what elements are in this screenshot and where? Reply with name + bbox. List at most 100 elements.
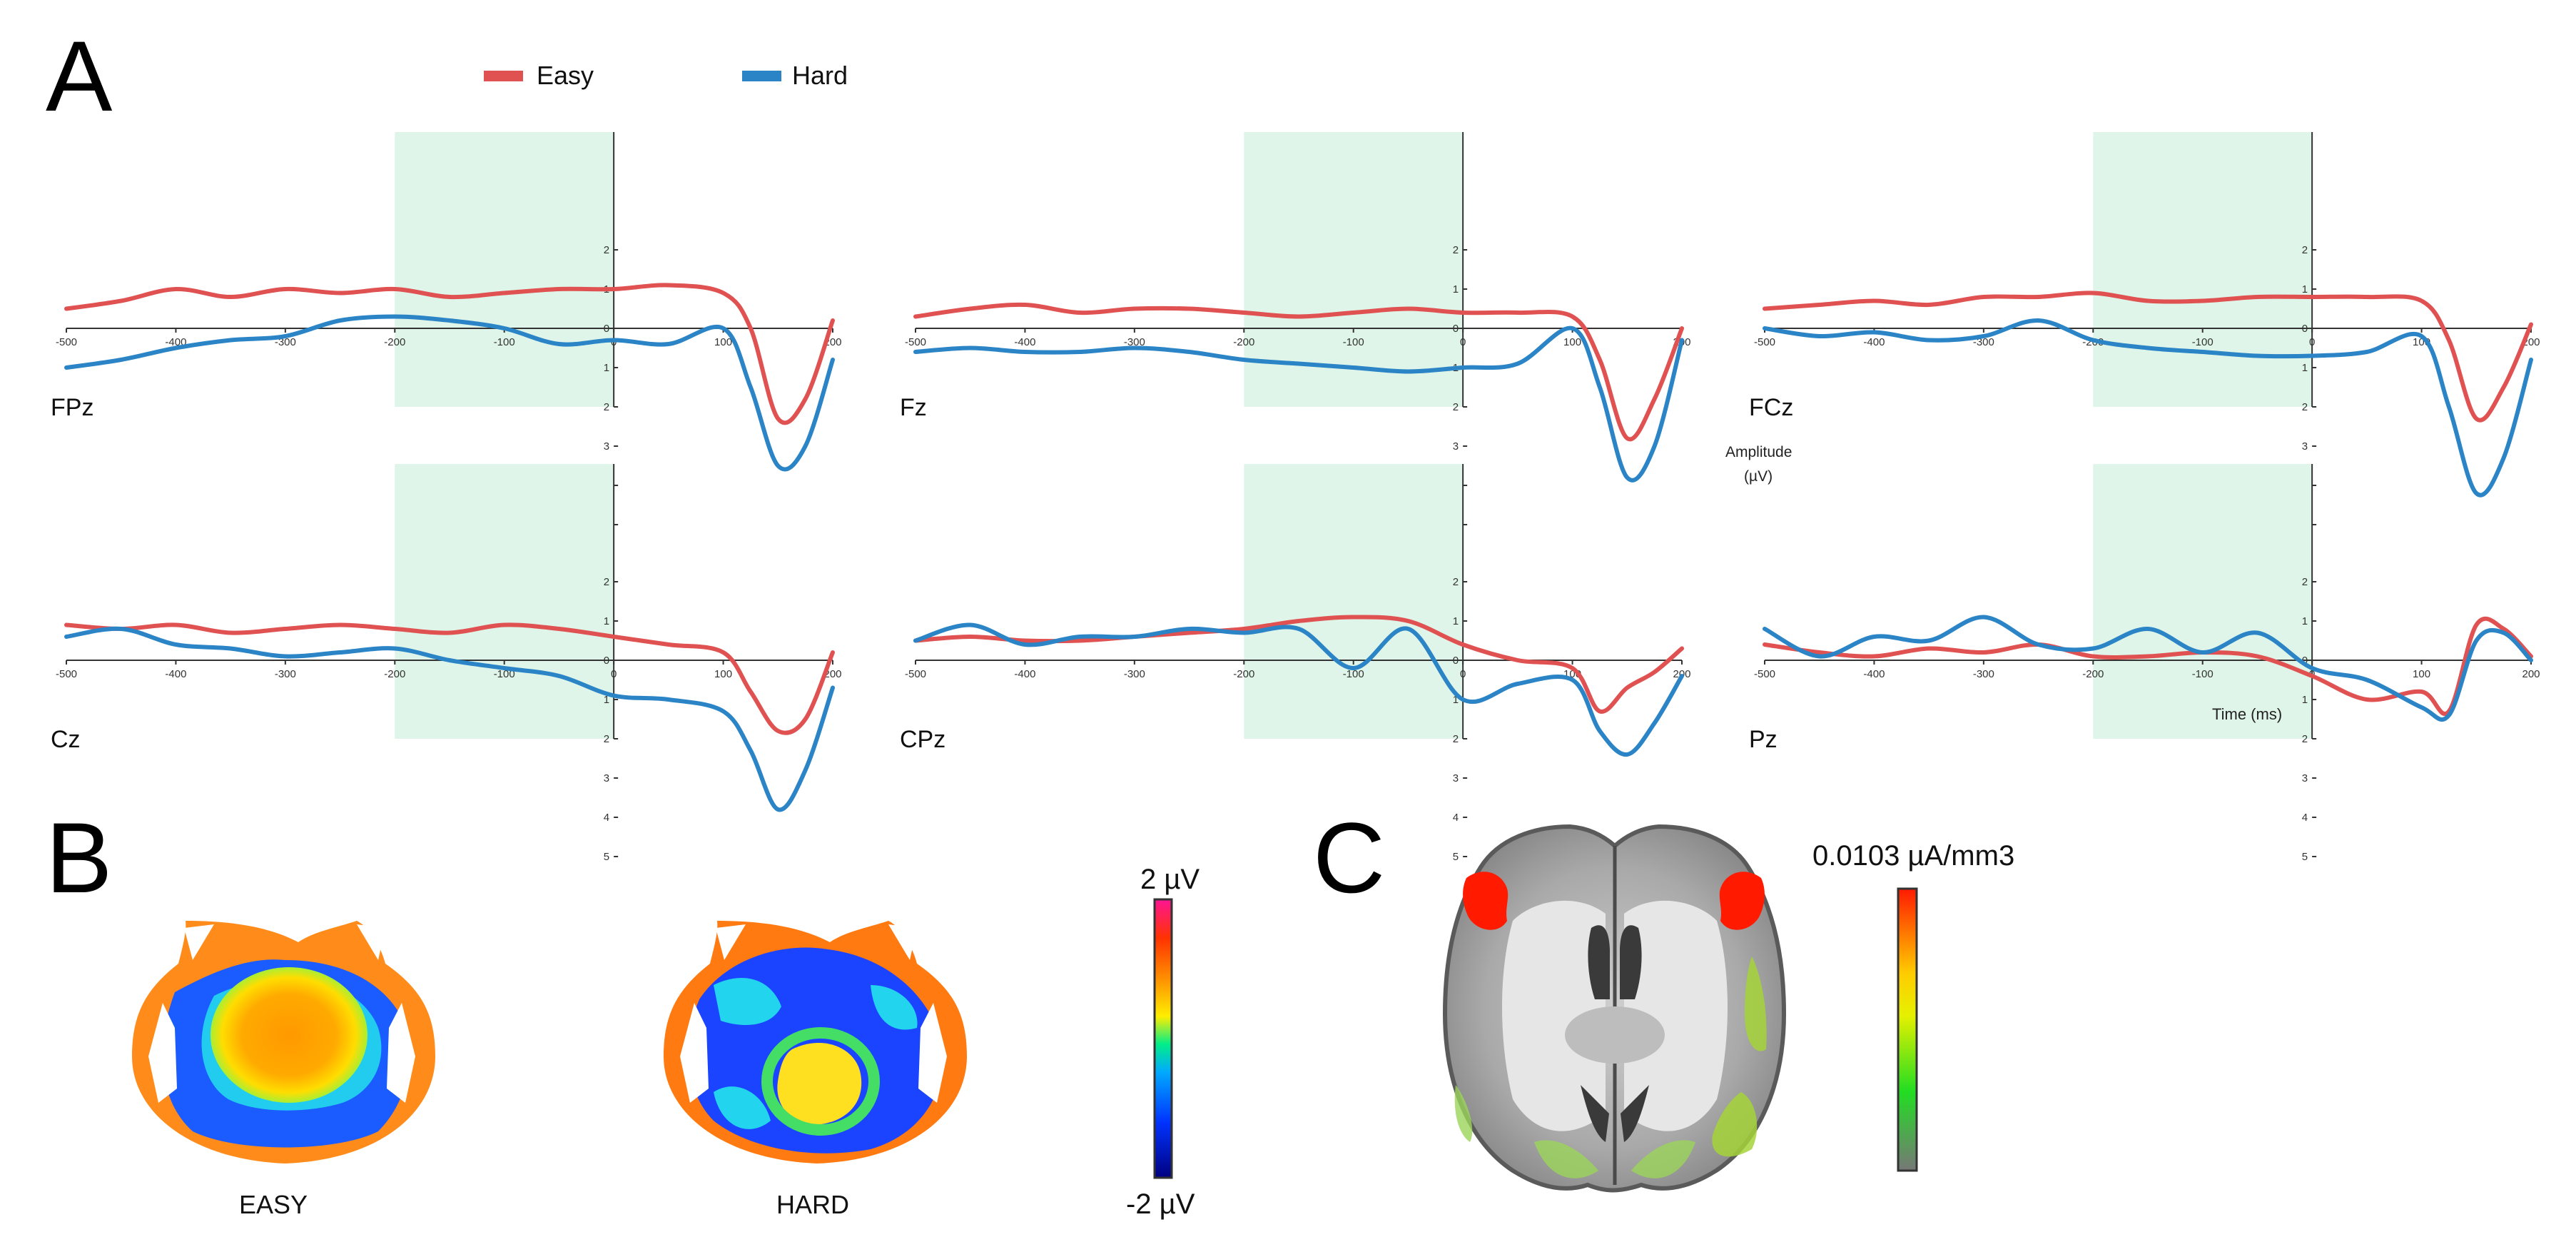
x-tick-label: -500 <box>1754 336 1775 348</box>
y-tick-label: 3 <box>604 440 609 453</box>
x-tick-label: -300 <box>1124 336 1145 348</box>
legend-swatch-easy <box>484 71 523 81</box>
channel-label-pz: Pz <box>1749 726 1778 753</box>
source-brain-map <box>1442 824 1787 1193</box>
x-tick-label: -200 <box>384 336 405 348</box>
y-tick-label: 0 <box>1453 323 1459 335</box>
topomap-easy: EASY <box>132 921 435 1219</box>
brain-white-matter <box>1502 900 1728 1131</box>
x-tick-label: 0 <box>611 668 617 680</box>
y-tick-label: 2 <box>2302 733 2308 745</box>
y-tick-label: 1 <box>1453 283 1459 296</box>
y-tick-label: 0 <box>604 655 609 667</box>
amplitude-axis-title: Amplitude <box>1725 444 1792 460</box>
y-tick-label: 1 <box>2302 694 2308 706</box>
series-line-hard-pz <box>1763 615 2533 722</box>
source-colorbar-max: 0.0103 µA/mm3 <box>1812 840 2014 872</box>
x-tick-label: -300 <box>275 336 296 348</box>
erp-plot-fcz: -500-400-300-200-100010020021012345FCz <box>1749 132 2540 531</box>
channel-label-cpz: CPz <box>900 726 945 753</box>
topomap-easy-left-notch <box>148 1003 177 1103</box>
x-tick-label: 100 <box>1563 336 1581 348</box>
y-tick-label: 1 <box>2302 615 2308 627</box>
y-tick-label: 1 <box>1453 615 1459 627</box>
x-tick-label: -200 <box>1233 668 1254 680</box>
x-tick-label: -300 <box>275 668 296 680</box>
brain-posterior-ventricles <box>1581 1085 1649 1142</box>
topomap-hard-left-ear <box>716 924 746 960</box>
activation-right-temporal <box>1712 956 1767 1157</box>
y-tick-label: 5 <box>604 851 609 863</box>
topomap-hard-green-rim <box>761 1027 880 1136</box>
topomap-easy-label: EASY <box>239 1190 308 1219</box>
erp-plots: -500-400-300-200-100010020021012345FPz-5… <box>51 132 2540 863</box>
y-tick-label: 0 <box>604 323 609 335</box>
topomap-hard-center-blob <box>777 1043 862 1125</box>
x-tick-label: -500 <box>56 336 77 348</box>
topomap-easy-right-notch <box>387 1003 415 1103</box>
x-tick-label: -500 <box>905 336 926 348</box>
y-tick-label: 4 <box>604 812 609 824</box>
series-line-easy-fcz <box>1763 291 2533 423</box>
x-tick-label: -400 <box>1014 336 1035 348</box>
x-tick-label: -200 <box>1233 336 1254 348</box>
x-tick-label: -200 <box>384 668 405 680</box>
y-tick-label: 3 <box>2302 772 2308 784</box>
topomap-colorbar-gradient <box>1153 898 1173 1179</box>
x-tick-label: 0 <box>1460 668 1466 680</box>
x-tick-label: -100 <box>1343 668 1364 680</box>
y-tick-label: 2 <box>2302 401 2308 413</box>
source-colorbar: 0.0103 µA/mm3 <box>1812 840 2014 1172</box>
analysis-window-fpz <box>395 132 614 407</box>
y-tick-label: 0 <box>1453 655 1459 667</box>
legend-swatch-hard <box>742 71 781 81</box>
y-tick-label: 3 <box>1453 440 1459 453</box>
y-tick-label: 3 <box>2302 440 2308 453</box>
erp-plot-fpz: -500-400-300-200-100010020021012345FPz <box>51 132 842 531</box>
topomap-hard: HARD <box>664 921 967 1219</box>
y-tick-label: 4 <box>2302 812 2308 824</box>
analysis-window-fcz <box>2093 132 2313 407</box>
y-tick-label: 2 <box>1453 401 1459 413</box>
x-tick-label: 200 <box>823 668 841 680</box>
y-tick-label: 2 <box>2302 576 2308 588</box>
y-tick-label: 2 <box>1453 576 1459 588</box>
y-tick-label: 1 <box>604 694 609 706</box>
y-tick-label: 0 <box>2302 655 2308 667</box>
brain-ventricles <box>1588 925 1642 999</box>
y-tick-label: 2 <box>604 733 609 745</box>
topomap-hard-right-ear <box>888 924 917 960</box>
series-line-hard-fz <box>913 325 1684 483</box>
y-tick-label: 1 <box>1453 694 1459 706</box>
topomap-hard-right-notch <box>918 1003 947 1103</box>
x-tick-label: -100 <box>494 668 515 680</box>
time-axis-title: Time (ms) <box>2212 705 2282 723</box>
y-tick-label: 4 <box>1453 812 1459 824</box>
series-line-hard-fpz <box>64 314 835 472</box>
x-tick-label: -100 <box>2192 668 2214 680</box>
y-tick-label: 0 <box>2302 323 2308 335</box>
topomap-easy-left-ear <box>184 924 214 960</box>
y-tick-label: 2 <box>604 576 609 588</box>
analysis-window-cz <box>395 464 614 739</box>
activation-left-frontal <box>1463 872 1508 930</box>
y-tick-label: 2 <box>1453 244 1459 256</box>
legend-label-easy: Easy <box>537 61 594 90</box>
y-tick-label: 5 <box>2302 851 2308 863</box>
y-tick-label: 1 <box>2302 283 2308 296</box>
channel-label-cz: Cz <box>51 726 81 753</box>
x-tick-label: -100 <box>2192 336 2214 348</box>
x-tick-label: 0 <box>2309 336 2315 348</box>
series-line-easy-cz <box>64 622 835 735</box>
x-tick-label: 100 <box>2413 668 2430 680</box>
x-tick-label: -400 <box>165 668 186 680</box>
legend: Easy Hard <box>484 61 848 90</box>
erp-plot-fz: -500-400-300-200-100010020021012345Fz <box>900 132 1691 531</box>
topomap-hard-left-notch <box>680 1003 709 1103</box>
x-tick-label: 0 <box>1460 336 1466 348</box>
analysis-window-pz <box>2093 464 2313 739</box>
x-tick-label: -500 <box>56 668 77 680</box>
topomap-colorbar-max: 2 µV <box>1140 864 1200 895</box>
